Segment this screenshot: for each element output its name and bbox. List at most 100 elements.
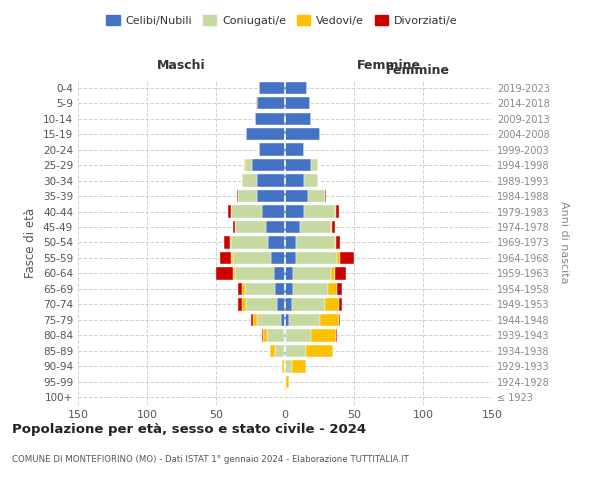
Y-axis label: Fasce di età: Fasce di età <box>25 208 37 278</box>
Bar <box>268 236 285 248</box>
Bar <box>285 298 292 310</box>
Bar <box>285 112 311 125</box>
Bar <box>308 190 325 202</box>
Bar <box>266 221 285 233</box>
Bar <box>285 236 296 248</box>
Bar <box>289 314 320 326</box>
Bar <box>296 252 337 264</box>
Bar <box>339 298 341 310</box>
Bar <box>337 252 340 264</box>
Bar <box>281 314 285 326</box>
Bar <box>275 344 284 357</box>
Bar <box>335 268 346 280</box>
Bar <box>284 344 285 357</box>
Bar <box>296 236 335 248</box>
Bar <box>285 97 310 110</box>
Bar <box>286 344 306 357</box>
Bar <box>271 252 285 264</box>
Bar <box>267 329 284 342</box>
Bar <box>285 282 293 295</box>
Bar <box>306 344 334 357</box>
Bar <box>336 206 339 218</box>
Text: Maschi: Maschi <box>157 59 206 72</box>
Bar <box>238 190 257 202</box>
Text: COMUNE DI MONTEFIORINO (MO) - Dati ISTAT 1° gennaio 2024 - Elaborazione TUTTITAL: COMUNE DI MONTEFIORINO (MO) - Dati ISTAT… <box>12 455 409 464</box>
Bar <box>244 159 245 172</box>
Bar <box>282 360 284 372</box>
Bar <box>320 314 339 326</box>
Bar <box>247 298 277 310</box>
Bar <box>285 144 304 156</box>
Bar <box>245 282 275 295</box>
Bar <box>233 268 235 280</box>
Bar <box>311 329 336 342</box>
Bar <box>337 282 341 295</box>
Bar <box>285 268 293 280</box>
Bar <box>238 282 242 295</box>
Bar <box>242 298 247 310</box>
Bar <box>311 159 318 172</box>
Bar <box>220 252 231 264</box>
Bar <box>229 206 231 218</box>
Bar <box>285 314 289 326</box>
Bar <box>270 344 275 357</box>
Bar <box>285 128 320 140</box>
Bar <box>331 221 332 233</box>
Bar <box>304 174 318 187</box>
Bar <box>275 282 285 295</box>
Bar <box>292 360 306 372</box>
Bar <box>252 159 285 172</box>
Bar <box>285 329 286 342</box>
Bar <box>293 282 328 295</box>
Bar <box>257 97 285 110</box>
Bar <box>340 252 354 264</box>
Bar <box>285 206 304 218</box>
Bar <box>285 252 296 264</box>
Bar <box>231 206 262 218</box>
Bar <box>263 329 267 342</box>
Bar <box>247 128 285 140</box>
Bar <box>224 236 230 248</box>
Bar <box>253 314 257 326</box>
Bar <box>230 236 231 248</box>
Bar <box>339 314 340 326</box>
Bar <box>332 221 335 233</box>
Bar <box>274 268 285 280</box>
Bar <box>245 159 252 172</box>
Bar <box>242 282 245 295</box>
Bar <box>242 174 257 187</box>
Bar <box>231 236 268 248</box>
Bar <box>285 376 286 388</box>
Bar <box>259 144 285 156</box>
Bar <box>216 268 233 280</box>
Bar <box>285 360 292 372</box>
Bar <box>300 221 331 233</box>
Bar <box>284 329 285 342</box>
Legend: Celibi/Nubili, Coniugati/e, Vedovi/e, Divorziati/e: Celibi/Nubili, Coniugati/e, Vedovi/e, Di… <box>102 10 462 30</box>
Bar <box>257 190 285 202</box>
Text: Popolazione per età, sesso e stato civile - 2024: Popolazione per età, sesso e stato civil… <box>12 422 366 436</box>
Bar <box>235 221 266 233</box>
Y-axis label: Anni di nascita: Anni di nascita <box>559 201 569 284</box>
Bar <box>231 252 233 264</box>
Bar <box>335 236 336 248</box>
Bar <box>254 112 285 125</box>
Bar <box>251 314 253 326</box>
Bar <box>336 236 340 248</box>
Text: Femmine: Femmine <box>385 64 449 76</box>
Bar <box>257 174 285 187</box>
Bar <box>259 82 285 94</box>
Bar <box>284 360 285 372</box>
Bar <box>285 190 308 202</box>
Text: Femmine: Femmine <box>356 59 421 72</box>
Bar <box>257 314 281 326</box>
Bar <box>238 298 242 310</box>
Bar <box>286 376 289 388</box>
Bar <box>325 298 339 310</box>
Bar <box>285 82 307 94</box>
Bar <box>262 329 263 342</box>
Bar <box>336 329 337 342</box>
Bar <box>285 344 286 357</box>
Bar <box>277 298 285 310</box>
Bar <box>233 221 235 233</box>
